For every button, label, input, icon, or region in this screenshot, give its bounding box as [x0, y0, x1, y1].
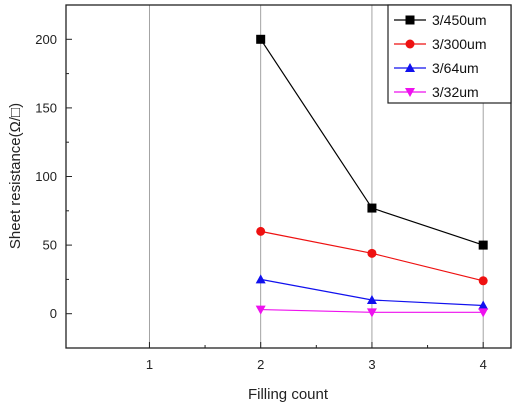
- axis-layer: 1 2 3 4 0 50 100 150 200: [35, 32, 487, 372]
- legend-marker: [405, 39, 415, 49]
- y-axis-label: Sheet resistance(Ω/□): [7, 103, 24, 249]
- legend-marker: [405, 63, 415, 72]
- data-point: [478, 300, 489, 310]
- data-point: [256, 226, 266, 236]
- data-point: [478, 308, 489, 318]
- legend: 3/450um 3/300um 3/64um 3/32um: [387, 4, 512, 104]
- y-tick-label: 0: [50, 306, 57, 321]
- legend-marker: [405, 88, 415, 97]
- data-point: [366, 294, 377, 304]
- data-point: [255, 274, 266, 284]
- x-tick-label: 1: [146, 357, 153, 372]
- data-point: [367, 203, 377, 213]
- y-tick-label: 200: [35, 32, 57, 47]
- y-tick-label: 150: [35, 100, 57, 115]
- data-point: [256, 34, 266, 44]
- data-point: [478, 276, 488, 286]
- data-point: [366, 308, 377, 318]
- x-axis-label: Filling count: [248, 386, 329, 403]
- data-point: [367, 248, 377, 258]
- data-point: [255, 305, 266, 315]
- legend-label: 3/32um: [432, 84, 479, 100]
- data-point: [478, 240, 488, 250]
- series-layer: [255, 34, 489, 318]
- legend-label: 3/450um: [432, 12, 486, 28]
- legend-label: 3/300um: [432, 36, 486, 52]
- legend-label: 3/64um: [432, 60, 479, 76]
- legend-marker: [405, 15, 415, 25]
- y-tick-label: 50: [43, 238, 57, 253]
- x-tick-label: 4: [480, 357, 487, 372]
- y-tick-label: 100: [35, 169, 57, 184]
- x-tick-label: 2: [257, 357, 264, 372]
- x-tick-label: 3: [368, 357, 375, 372]
